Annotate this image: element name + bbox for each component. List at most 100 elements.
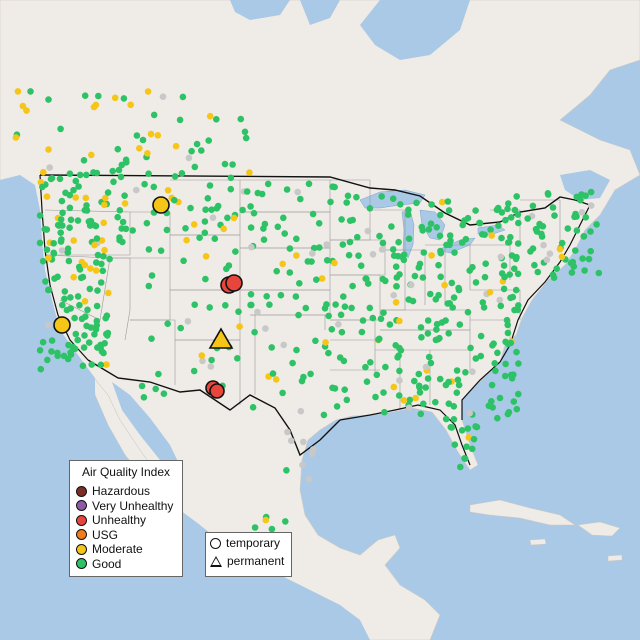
monitor-dot[interactable]: [390, 291, 398, 299]
monitor-dot[interactable]: [472, 355, 480, 362]
monitor-dot[interactable]: [136, 145, 143, 152]
monitor-dot[interactable]: [420, 400, 427, 408]
monitor-dot[interactable]: [66, 170, 74, 177]
monitor-dot[interactable]: [400, 251, 408, 258]
monitor-dot[interactable]: [416, 384, 423, 391]
monitor-dot[interactable]: [44, 321, 52, 329]
monitor-dot[interactable]: [419, 274, 427, 281]
monitor-dot[interactable]: [406, 396, 414, 404]
monitor-dot[interactable]: [269, 370, 277, 377]
monitor-dot[interactable]: [447, 423, 455, 431]
monitor-dot[interactable]: [47, 175, 55, 183]
monitor-dot[interactable]: [272, 376, 280, 383]
monitor-dot[interactable]: [248, 301, 255, 309]
monitor-dot[interactable]: [76, 301, 83, 309]
monitor-dot[interactable]: [248, 243, 255, 251]
monitor-dot[interactable]: [221, 160, 229, 168]
monitor-dot[interactable]: [465, 434, 473, 441]
monitor-dot[interactable]: [444, 198, 452, 205]
monitor-dot[interactable]: [266, 301, 273, 309]
monitor-dot[interactable]: [392, 263, 400, 271]
monitor-dot[interactable]: [145, 170, 152, 177]
california-moderate-monitor[interactable]: [53, 316, 71, 334]
monitor-dot[interactable]: [405, 404, 413, 412]
monitor-dot[interactable]: [424, 330, 432, 337]
monitor-dot[interactable]: [57, 216, 65, 223]
monitor-dot[interactable]: [191, 163, 199, 171]
monitor-dot[interactable]: [353, 193, 360, 201]
monitor-dot[interactable]: [504, 205, 511, 213]
monitor-dot[interactable]: [140, 394, 148, 401]
monitor-dot[interactable]: [407, 281, 415, 289]
monitor-dot[interactable]: [477, 332, 485, 340]
monitor-dot[interactable]: [343, 199, 351, 206]
monitor-dot[interactable]: [494, 349, 501, 357]
monitor-dot[interactable]: [380, 389, 387, 396]
monitor-dot[interactable]: [72, 194, 79, 201]
monitor-dot[interactable]: [506, 271, 513, 278]
monitor-dot[interactable]: [164, 320, 171, 328]
monitor-dot[interactable]: [379, 239, 387, 247]
monitor-dot[interactable]: [201, 218, 209, 225]
monitor-dot[interactable]: [182, 225, 189, 232]
monitor-dot[interactable]: [341, 303, 349, 311]
monitor-dot[interactable]: [378, 246, 386, 253]
monitor-dot[interactable]: [114, 145, 122, 153]
monitor-dot[interactable]: [502, 216, 509, 224]
monitor-dot[interactable]: [262, 516, 270, 524]
monitor-dot[interactable]: [396, 317, 403, 325]
monitor-dot[interactable]: [395, 238, 402, 246]
monitor-dot[interactable]: [155, 370, 162, 378]
monitor-dot[interactable]: [201, 229, 209, 237]
monitor-dot[interactable]: [556, 245, 564, 253]
monitor-dot[interactable]: [445, 330, 453, 337]
monitor-dot[interactable]: [580, 233, 587, 240]
monitor-dot[interactable]: [564, 225, 572, 232]
monitor-dot[interactable]: [490, 340, 497, 348]
monitor-dot[interactable]: [425, 353, 433, 361]
monitor-dot[interactable]: [78, 315, 86, 323]
monitor-dot[interactable]: [264, 180, 272, 188]
monitor-dot[interactable]: [43, 246, 51, 253]
monitor-dot[interactable]: [405, 235, 413, 242]
monitor-dot[interactable]: [469, 368, 476, 376]
monitor-dot[interactable]: [171, 196, 178, 204]
monitor-dot[interactable]: [309, 210, 317, 218]
monitor-dot[interactable]: [389, 246, 397, 253]
monitor-dot[interactable]: [496, 296, 504, 304]
monitor-dot[interactable]: [251, 524, 259, 531]
monitor-dot[interactable]: [176, 116, 184, 124]
monitor-dot[interactable]: [417, 410, 425, 418]
monitor-dot[interactable]: [104, 329, 112, 337]
monitor-dot[interactable]: [413, 199, 420, 207]
monitor-dot[interactable]: [396, 377, 403, 384]
monitor-dot[interactable]: [116, 207, 124, 214]
monitor-dot[interactable]: [573, 227, 581, 234]
monitor-dot[interactable]: [482, 260, 490, 268]
monitor-dot[interactable]: [90, 221, 98, 229]
monitor-dot[interactable]: [500, 262, 508, 269]
monitor-dot[interactable]: [497, 253, 505, 261]
monitor-dot[interactable]: [90, 103, 98, 111]
monitor-dot[interactable]: [59, 301, 66, 309]
monitor-dot[interactable]: [362, 275, 370, 283]
monitor-dot[interactable]: [300, 373, 307, 381]
monitor-dot[interactable]: [341, 386, 349, 394]
monitor-dot[interactable]: [110, 178, 117, 186]
monitor-dot[interactable]: [424, 317, 432, 324]
monitor-dot[interactable]: [461, 217, 468, 224]
monitor-dot[interactable]: [496, 394, 504, 402]
monitor-dot[interactable]: [364, 227, 372, 235]
monitor-dot[interactable]: [514, 270, 522, 278]
monitor-dot[interactable]: [305, 476, 313, 483]
monitor-dot[interactable]: [211, 235, 219, 242]
monitor-dot[interactable]: [97, 361, 105, 369]
monitor-dot[interactable]: [389, 195, 397, 202]
monitor-dot[interactable]: [172, 142, 180, 150]
monitor-dot[interactable]: [464, 425, 472, 432]
monitor-dot[interactable]: [501, 372, 509, 380]
monitor-dot[interactable]: [143, 219, 151, 227]
monitor-dot[interactable]: [284, 428, 291, 436]
monitor-dot[interactable]: [581, 267, 588, 274]
monitor-dot[interactable]: [582, 214, 590, 221]
